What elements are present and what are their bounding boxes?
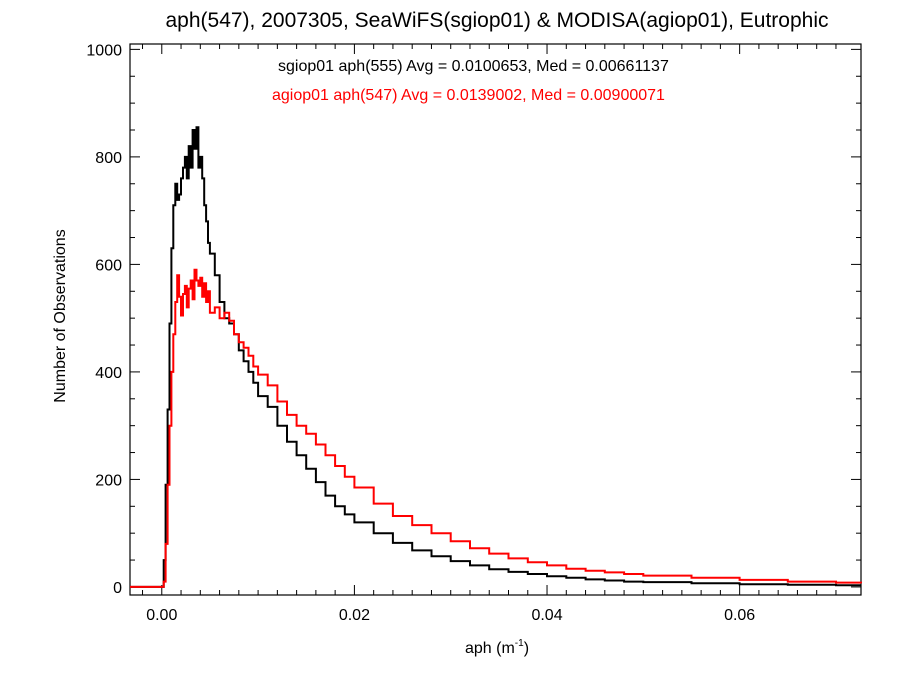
x-axis-label-base: aph (m [465,640,515,657]
y-tick-label: 0 [113,580,122,597]
x-axis-label-close: ) [524,640,529,657]
y-tick-label: 400 [95,365,122,382]
x-axis-label-superscript: -1 [515,638,524,649]
x-tick-label: 0.06 [724,607,755,624]
chart-title: aph(547), 2007305, SeaWiFS(sgiop01) & MO… [165,9,828,32]
x-axis-label: aph (m-1) [465,638,529,657]
y-tick-label: 600 [95,257,122,274]
series-line-0 [130,126,861,588]
axis-ticks: 0.00 0.02 0.04 0.06 0 200 400 600 800 1000 [86,42,861,624]
y-tick-label: 1000 [86,42,122,59]
annotation-sgiop01: sgiop01 aph(555) Avg = 0.0100653, Med = … [278,58,669,75]
y-axis-label: Number of Observations [52,229,69,402]
series-layer [130,126,862,588]
series-line-1 [130,268,862,588]
plot-area-frame [129,43,862,596]
y-tick-label: 200 [95,472,122,489]
annotation-agiop01: agiop01 aph(547) Avg = 0.0139002, Med = … [272,87,665,104]
x-tick-label: 0.00 [146,607,177,624]
y-tick-label: 800 [95,150,122,167]
x-tick-label: 0.04 [531,607,562,624]
x-tick-label: 0.02 [339,607,370,624]
